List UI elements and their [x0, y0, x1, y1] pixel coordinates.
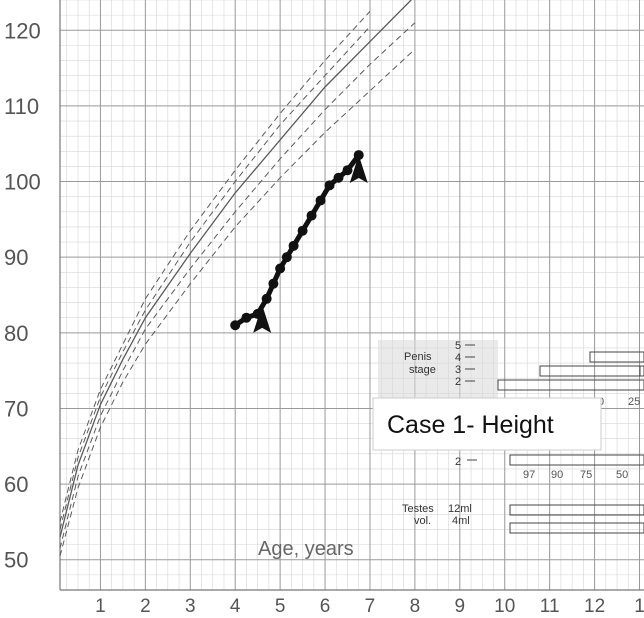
- y-tick-label: 50: [4, 548, 28, 573]
- reference-curve-3: [59, 22, 416, 549]
- y-tick-label: 120: [4, 18, 41, 43]
- data-point: [315, 195, 326, 206]
- inset-shade: [378, 340, 498, 398]
- y-tick-label: 70: [4, 396, 28, 421]
- stage-label: stage: [409, 364, 436, 376]
- x-tick-label: 10: [494, 596, 515, 617]
- data-point: [333, 172, 344, 183]
- testes-label: Testes: [402, 503, 434, 515]
- vol-4ml-label: 4ml: [452, 515, 470, 527]
- data-point: [324, 180, 335, 191]
- chart-title: Case 1- Height: [387, 411, 554, 439]
- data-point: [288, 240, 299, 251]
- patient-height-series: [230, 150, 364, 331]
- y-tick-label: 80: [4, 321, 28, 346]
- x-tick-labels: 1 2 3 4 5 6 7 8 9 10 11 12 1: [95, 596, 644, 617]
- stage-5-label: 5: [455, 340, 461, 352]
- x-tick-label: 9: [455, 596, 466, 617]
- vol-12ml-label: 12ml: [448, 503, 472, 515]
- arrow-marker-0: [253, 304, 272, 333]
- title-box-frame: [372, 397, 602, 451]
- x-tick-label: 7: [365, 596, 376, 617]
- puberty-inset: Penis stage 5 4 3 2 2 0 25 97 90 75 50 T…: [378, 340, 644, 534]
- pct-bottom-75: 75: [580, 469, 592, 481]
- data-point: [297, 225, 308, 236]
- treatment-arrows: [253, 155, 368, 333]
- data-point: [241, 312, 252, 323]
- penis-label: Penis: [404, 351, 432, 363]
- vol-label: vol.: [414, 515, 431, 527]
- pct-top-25: 25: [628, 396, 640, 408]
- x-axis-label: Age, years: [258, 538, 354, 560]
- y-tick-label: 110: [4, 94, 39, 119]
- title-box: Case 1- Height: [372, 397, 602, 451]
- data-point: [275, 263, 286, 274]
- stage-4-label: 4: [455, 352, 461, 364]
- reference-curve-0: [59, 10, 371, 523]
- y-tick-label: 90: [4, 245, 28, 270]
- stage-3-label: 3: [455, 364, 461, 376]
- stage-bars: [465, 344, 644, 534]
- x-tick-label: 8: [410, 596, 421, 617]
- pct-bottom-97: 97: [523, 469, 535, 481]
- x-tick-label: 1: [634, 596, 644, 617]
- data-point: [281, 252, 292, 263]
- pct-bottom-90: 90: [551, 469, 563, 481]
- y-tick-label: 60: [4, 472, 28, 497]
- data-point: [261, 293, 272, 304]
- arrow-marker-1: [349, 155, 368, 184]
- data-point: [342, 165, 353, 176]
- reference-curve-4: [59, 48, 416, 557]
- x-tick-label: 4: [230, 596, 241, 617]
- data-point: [268, 278, 279, 289]
- x-tick-label: 3: [185, 596, 196, 617]
- y-tick-label: 100: [4, 170, 41, 195]
- x-tick-label: 11: [540, 596, 560, 617]
- x-tick-label: 1: [95, 596, 106, 617]
- reference-percentile-curves: [59, 0, 416, 557]
- x-tick-label: 2: [140, 596, 151, 617]
- reference-curve-2: [59, 0, 413, 538]
- data-point: [230, 320, 241, 331]
- x-tick-label: 12: [584, 596, 605, 617]
- stage-lower-2-label: 2: [455, 456, 461, 468]
- pct-bottom-50: 50: [616, 469, 628, 481]
- x-tick-label: 5: [275, 596, 286, 617]
- stage-2-label: 2: [455, 376, 461, 388]
- x-tick-label: 6: [320, 596, 331, 617]
- data-point: [306, 210, 317, 221]
- y-tick-labels: 50 60 70 80 90 100 110 120: [4, 18, 41, 572]
